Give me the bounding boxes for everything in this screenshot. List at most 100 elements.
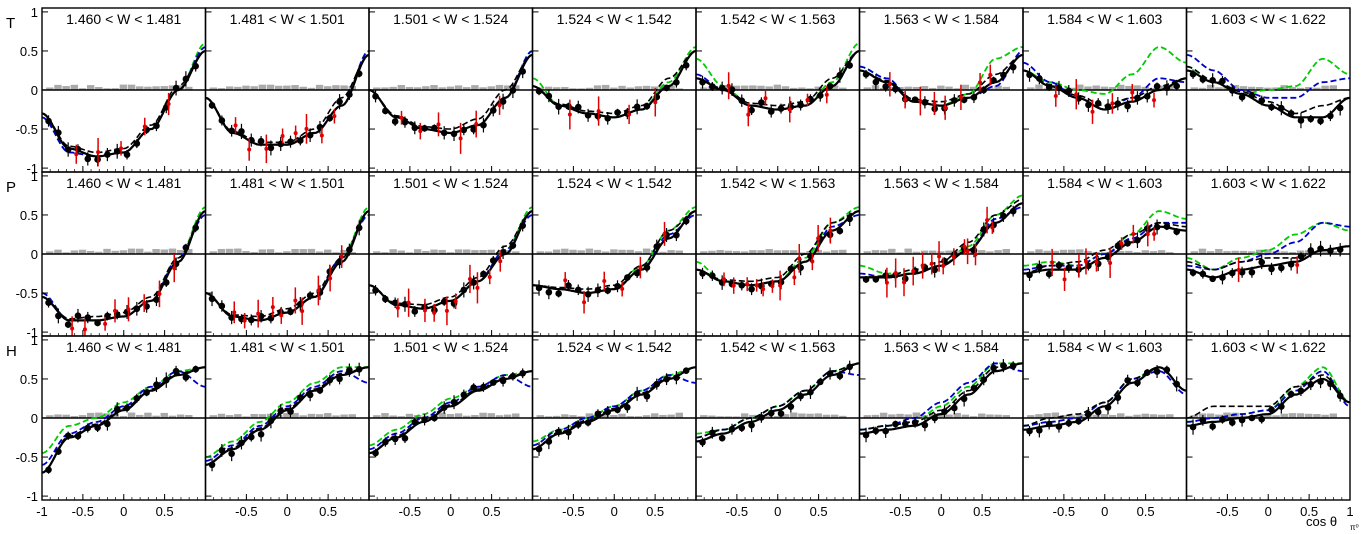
data-point bbox=[64, 321, 72, 328]
systematics-bar bbox=[1272, 87, 1280, 90]
systematics-bar bbox=[152, 415, 160, 418]
systematics-bar bbox=[659, 414, 667, 418]
data-point bbox=[643, 392, 651, 400]
systematics-bar bbox=[1149, 251, 1158, 254]
systematics-bar bbox=[307, 248, 316, 254]
red-data-point bbox=[126, 307, 131, 312]
data-point bbox=[143, 389, 150, 396]
systematics-bar bbox=[332, 415, 340, 418]
systematics-bar bbox=[601, 414, 610, 418]
model-curve-dashed bbox=[42, 50, 206, 154]
systematics-bar bbox=[1108, 87, 1117, 90]
red-data-point bbox=[918, 99, 923, 104]
systematics-bar bbox=[618, 413, 626, 418]
systematics-bar bbox=[1051, 412, 1060, 418]
data-point bbox=[1287, 261, 1295, 268]
systematics-bar bbox=[806, 88, 814, 90]
panel-plot-area bbox=[696, 360, 860, 448]
systematics-bar bbox=[405, 252, 414, 254]
y-tick-label: 0.5 bbox=[20, 208, 38, 223]
data-point bbox=[74, 432, 82, 440]
systematics-bar bbox=[1157, 250, 1166, 254]
data-point bbox=[218, 302, 226, 310]
x-tick-label: -0.5 bbox=[72, 504, 94, 519]
model-curve-dashed bbox=[859, 54, 1023, 103]
red-data-point bbox=[96, 150, 101, 155]
x-tick-label: -0.5 bbox=[1216, 504, 1238, 519]
data-point bbox=[208, 461, 216, 469]
systematics-bar bbox=[62, 86, 70, 90]
red-data-point bbox=[247, 147, 252, 152]
systematics-bar bbox=[242, 85, 250, 90]
data-point bbox=[1219, 416, 1226, 423]
systematics-bar bbox=[569, 249, 577, 254]
data-point bbox=[1000, 362, 1007, 369]
systematics-bar bbox=[86, 250, 95, 254]
data-point bbox=[758, 414, 765, 421]
data-point bbox=[1114, 100, 1122, 107]
data-point bbox=[306, 391, 314, 399]
systematics-bar bbox=[1206, 251, 1215, 254]
data-point bbox=[555, 103, 562, 111]
model-curve-green bbox=[205, 366, 369, 458]
data-point bbox=[382, 438, 389, 446]
panel-T-8: 1.603 < W < 1.622 bbox=[1185, 7, 1351, 173]
data-point bbox=[64, 432, 72, 440]
data-point bbox=[653, 380, 661, 388]
systematics-bar bbox=[234, 86, 242, 90]
panel-plot-area bbox=[205, 206, 369, 329]
red-data-point bbox=[339, 254, 344, 259]
systematics-bar bbox=[234, 414, 242, 418]
systematics-bar bbox=[1264, 87, 1272, 90]
red-data-point bbox=[1295, 262, 1300, 267]
data-point bbox=[1248, 414, 1256, 422]
data-point bbox=[450, 130, 458, 138]
systematics-bar bbox=[961, 414, 970, 418]
systematics-bar bbox=[1280, 251, 1288, 254]
panel-plot-area bbox=[1186, 54, 1350, 129]
systematics-bar bbox=[479, 87, 487, 90]
data-point bbox=[1317, 378, 1324, 385]
systematics-bar bbox=[136, 414, 144, 418]
data-point bbox=[633, 103, 641, 111]
systematics-bar bbox=[781, 414, 790, 418]
data-point bbox=[460, 126, 468, 134]
systematics-bar bbox=[1117, 250, 1125, 254]
systematics-bar bbox=[863, 251, 872, 254]
data-point bbox=[1000, 71, 1007, 79]
data-point bbox=[1026, 271, 1033, 279]
systematics-bar bbox=[1108, 414, 1117, 418]
systematics-bar bbox=[781, 86, 790, 90]
systematics-bar bbox=[1215, 414, 1223, 418]
systematics-bar bbox=[1076, 84, 1084, 90]
systematics-bar bbox=[1296, 250, 1305, 254]
red-data-point bbox=[264, 146, 269, 151]
data-point bbox=[1317, 117, 1324, 125]
data-point bbox=[1173, 82, 1180, 90]
data-point bbox=[509, 372, 517, 380]
systematics-bar bbox=[103, 88, 111, 90]
systematics-bar bbox=[1002, 86, 1010, 90]
data-point bbox=[604, 287, 612, 294]
red-data-point bbox=[1090, 109, 1095, 114]
systematics-bar bbox=[1149, 87, 1158, 90]
systematics-bar bbox=[152, 249, 160, 254]
red-data-point bbox=[280, 133, 285, 138]
systematics-bar bbox=[324, 249, 332, 254]
x-tick-label: 0.5 bbox=[646, 504, 664, 519]
systematics-bar bbox=[757, 250, 765, 254]
systematics-bar bbox=[1321, 85, 1329, 90]
data-point bbox=[1248, 268, 1256, 276]
red-data-point bbox=[293, 298, 298, 303]
x-tick-label: -0.5 bbox=[1053, 504, 1075, 519]
data-point bbox=[624, 274, 631, 281]
systematics-bar bbox=[454, 249, 463, 254]
red-data-point bbox=[828, 228, 833, 233]
data-point bbox=[489, 257, 497, 264]
red-data-point bbox=[1083, 259, 1088, 264]
y-tick-label: 1 bbox=[31, 333, 38, 348]
data-point bbox=[1317, 245, 1324, 252]
systematics-bar bbox=[1239, 250, 1248, 254]
data-point bbox=[653, 243, 661, 250]
data-point bbox=[431, 124, 438, 132]
